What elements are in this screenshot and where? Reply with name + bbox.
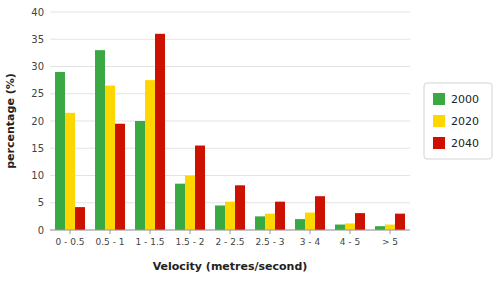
bar	[255, 216, 265, 230]
legend-label: 2000	[451, 93, 479, 106]
x-tick-label: > 5	[382, 237, 398, 247]
bar	[75, 207, 85, 230]
bar	[65, 113, 75, 230]
bar	[135, 121, 145, 230]
x-tick-label: 2 - 2.5	[215, 237, 244, 247]
bar	[115, 124, 125, 230]
bar	[315, 196, 325, 230]
x-tick	[310, 230, 311, 234]
x-axis-label: Velocity (metres/second)	[153, 260, 308, 273]
y-tick-label: 5	[38, 197, 44, 208]
bar	[175, 184, 185, 230]
x-tick-label: 2.5 - 3	[255, 237, 284, 247]
grid	[50, 12, 410, 230]
bar	[375, 226, 385, 230]
legend-box	[424, 83, 492, 159]
bar	[305, 213, 315, 230]
bar	[105, 86, 115, 230]
bar	[265, 214, 275, 230]
bar	[145, 80, 155, 230]
bar	[155, 34, 165, 230]
legend-swatch	[433, 115, 445, 127]
y-tick-label: 30	[31, 61, 44, 72]
bar	[235, 185, 245, 230]
x-tick	[150, 230, 151, 234]
y-tick-label: 40	[31, 7, 44, 18]
y-tick-label: 10	[31, 170, 44, 181]
bar	[55, 72, 65, 230]
x-tick-label: 0.5 - 1	[95, 237, 124, 247]
bar	[225, 202, 235, 230]
bar	[385, 225, 395, 230]
bar	[345, 223, 355, 230]
y-tick-label: 20	[31, 116, 44, 127]
grid-line	[50, 39, 410, 40]
bar	[275, 202, 285, 230]
grid-line	[50, 12, 410, 13]
x-tick	[390, 230, 391, 234]
x-tick	[70, 230, 71, 234]
x-tick	[110, 230, 111, 234]
x-tick-label: 3 - 4	[300, 237, 321, 247]
y-axis-label: percentage (%)	[4, 73, 17, 169]
x-tick	[230, 230, 231, 234]
chart: 0 5 10 15 20 25 30 35 40 0 - 0.5 0.5 - 1 1 - 1.5 1.5…	[0, 0, 500, 282]
y-tick-label: 15	[31, 143, 44, 154]
bar	[215, 205, 225, 230]
bar	[355, 213, 365, 230]
x-tick-label: 0 - 0.5	[55, 237, 84, 247]
bar	[295, 219, 305, 230]
x-tick-label: 4 - 5	[340, 237, 360, 247]
legend: 2000 2020 2040	[424, 83, 492, 159]
legend-label: 2020	[451, 115, 479, 128]
y-tick-label: 0	[38, 225, 44, 236]
legend-swatch	[433, 137, 445, 149]
x-tick	[270, 230, 271, 234]
x-tick	[190, 230, 191, 234]
bar	[335, 225, 345, 230]
bar	[185, 176, 195, 231]
x-tick-label: 1 - 1.5	[135, 237, 164, 247]
bar	[395, 214, 405, 230]
bar	[95, 50, 105, 230]
x-tick-label: 1.5 - 2	[175, 237, 204, 247]
y-tick-label: 25	[31, 88, 44, 99]
x-tick	[350, 230, 351, 234]
y-tick-label: 35	[31, 34, 44, 45]
legend-label: 2040	[451, 137, 479, 150]
legend-swatch	[433, 93, 445, 105]
bar	[195, 146, 205, 230]
